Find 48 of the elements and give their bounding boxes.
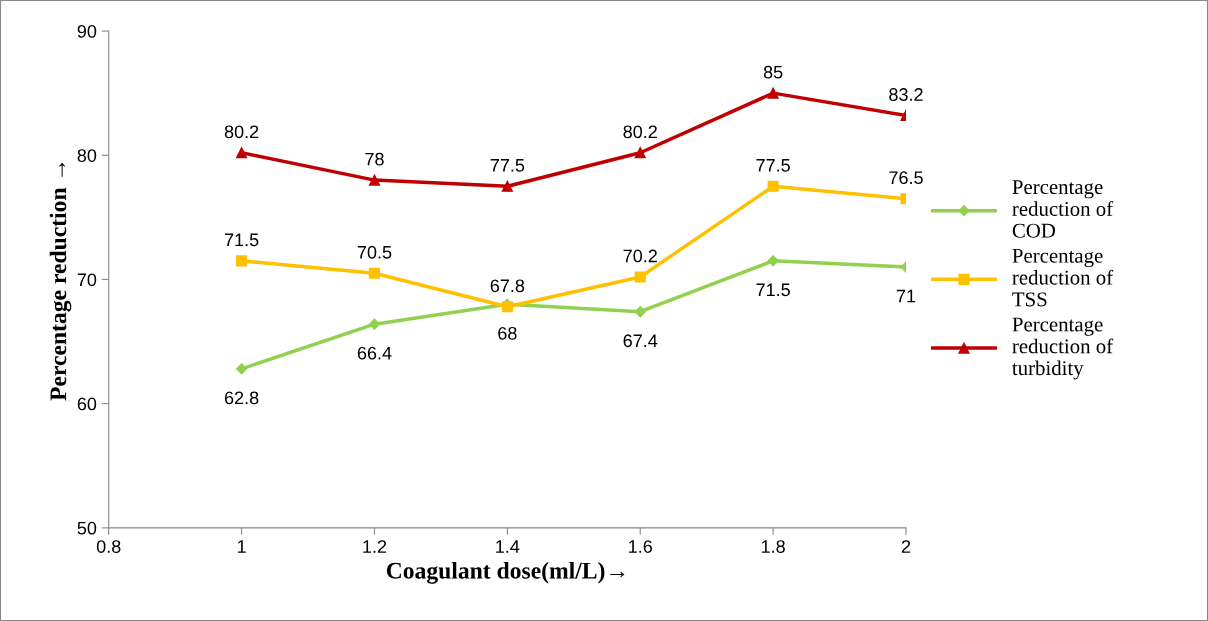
data-label: 80.2 [224,125,259,139]
data-label: 80.2 [623,125,657,139]
legend-label: Percentage reduction of turbidity [1012,317,1114,380]
point [634,147,646,159]
point [236,255,248,267]
y-tick-label: 50 [77,521,97,535]
x-tick-label: 0.8 [96,540,121,553]
legend-label: Percentage reduction of TSS [1012,248,1114,307]
point [368,318,381,330]
data-label: 67.8 [490,279,525,293]
point [767,255,779,267]
data-label: 70.5 [357,245,392,259]
data-label: 68 [498,326,517,340]
data-label: 77.5 [490,159,525,172]
point [634,271,646,283]
y-axis-title: Percentage reduction → [49,162,72,401]
point [368,174,381,186]
x-tick-label: 1 [237,540,246,553]
data-label: 78 [365,152,384,166]
x-tick-label: 1.4 [496,540,520,553]
point [236,147,248,159]
data-label: 76.5 [889,171,923,185]
point [501,180,513,192]
point [634,306,646,318]
data-label: 66.4 [357,346,392,360]
point [235,363,248,375]
data-label: 71.5 [756,283,790,297]
y-tick-label: 70 [77,273,97,287]
point [368,267,381,279]
data-label: 77.5 [756,159,790,172]
data-label: 85 [763,65,783,79]
data-label: 71 [896,289,916,303]
x-tick-label: 1.6 [629,540,652,553]
data-label: 71.5 [224,233,259,247]
x-tick-label: 1.2 [363,540,387,553]
legend-label: Percentage reduction of COD [1012,180,1114,238]
point [767,180,779,192]
data-label: 70.2 [623,249,657,263]
y-tick-label: 90 [77,24,97,38]
y-tick-label: 80 [77,149,97,162]
data-label: 67.4 [623,334,658,348]
data-label: 83.2 [889,88,923,101]
point [767,87,779,99]
y-tick-label: 60 [77,397,97,411]
x-axis-title: Coagulant dose(ml/L)→ [386,562,625,584]
x-tick-label: 1.8 [761,540,785,553]
x-tick-label: 2 [901,540,911,553]
data-label: 62.8 [224,391,259,405]
